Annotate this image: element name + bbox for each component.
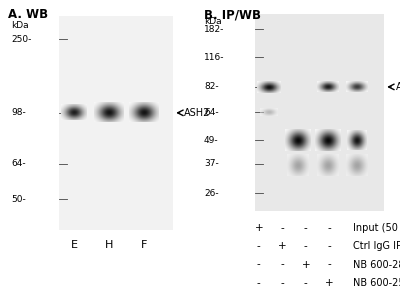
Text: -: -	[280, 223, 284, 233]
Text: -: -	[257, 278, 261, 288]
Text: -: -	[328, 241, 331, 251]
Text: +: +	[302, 260, 310, 269]
Text: A. WB: A. WB	[8, 9, 48, 22]
Text: kDa: kDa	[11, 21, 29, 30]
Bar	[255, 15, 384, 210]
Text: -: -	[328, 223, 331, 233]
Text: 82-: 82-	[204, 82, 218, 91]
Text: -: -	[304, 241, 308, 251]
Text: 116-: 116-	[204, 53, 224, 62]
Text: NB 600-250 IP: NB 600-250 IP	[353, 278, 400, 288]
Text: ASH2: ASH2	[184, 108, 211, 118]
Text: -: -	[328, 260, 331, 269]
Text: -: -	[257, 241, 261, 251]
Text: -: -	[280, 260, 284, 269]
Text: H: H	[105, 240, 113, 250]
Text: +: +	[325, 278, 334, 288]
Text: ASH2: ASH2	[396, 82, 400, 92]
Text: B. IP/WB: B. IP/WB	[204, 8, 261, 21]
Text: F: F	[141, 240, 147, 250]
Text: -: -	[280, 278, 284, 288]
Bar	[59, 16, 173, 230]
Text: 98-: 98-	[11, 108, 26, 117]
Text: -: -	[304, 278, 308, 288]
Text: kDa: kDa	[204, 17, 222, 25]
Text: +: +	[278, 241, 287, 251]
Text: NB 600-287 IP: NB 600-287 IP	[353, 260, 400, 269]
Text: 182-: 182-	[204, 25, 224, 34]
Text: 49-: 49-	[204, 136, 218, 145]
Text: 37-: 37-	[204, 159, 219, 168]
Text: E: E	[70, 240, 78, 250]
Text: 26-: 26-	[204, 189, 218, 198]
Text: +: +	[254, 223, 263, 233]
Text: -: -	[257, 260, 261, 269]
Text: -: -	[304, 223, 308, 233]
Text: Input (50 mcg): Input (50 mcg)	[353, 223, 400, 233]
Text: 50-: 50-	[11, 195, 26, 204]
Text: Ctrl IgG IP: Ctrl IgG IP	[353, 241, 400, 251]
Text: 64-: 64-	[204, 108, 218, 117]
Text: 64-: 64-	[11, 159, 26, 168]
Text: 250-: 250-	[11, 35, 32, 44]
